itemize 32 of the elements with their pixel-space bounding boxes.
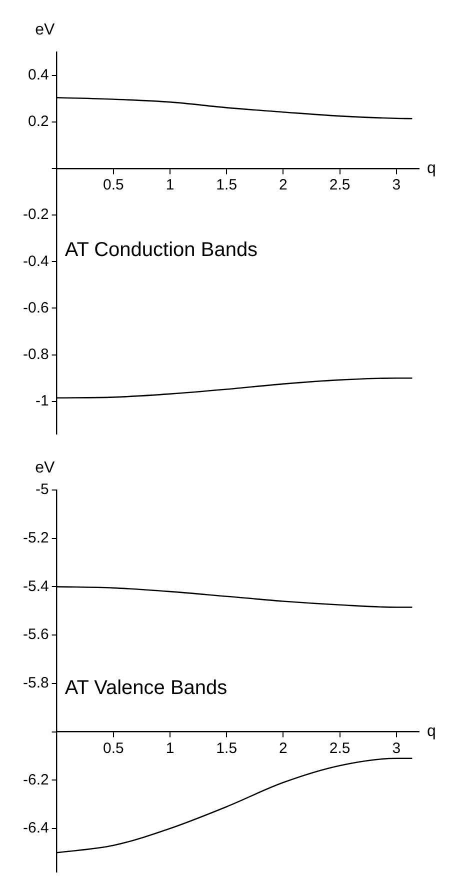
y-tick-label: -0.6 xyxy=(22,299,49,316)
y-tick-label: -0.4 xyxy=(22,252,49,270)
y-tick-label: -6.2 xyxy=(22,771,49,788)
y-tick-label: 0.2 xyxy=(28,113,49,130)
x-tick-label: 1.5 xyxy=(216,740,238,757)
x-tick-label: 3 xyxy=(392,176,401,194)
annotation: AT Valence Bands xyxy=(64,677,228,700)
x-tick-label: 2.5 xyxy=(329,740,350,757)
y-tick-label: -0.8 xyxy=(22,346,49,363)
y-tick-label: -5.6 xyxy=(22,626,49,644)
y-tick-label: -1 xyxy=(36,392,49,410)
x-tick-label: 1.5 xyxy=(216,176,238,194)
y-tick-label: -5 xyxy=(36,481,49,498)
x-tick-label: 1 xyxy=(166,176,174,194)
x-tick-label: 2.5 xyxy=(329,176,350,194)
x-tick-label: 0.5 xyxy=(103,176,124,194)
y-axis-title: eV xyxy=(35,459,55,476)
y-tick-label: -6.4 xyxy=(22,820,49,837)
x-tick-label: 3 xyxy=(392,740,401,757)
y-tick-label: 0.4 xyxy=(28,66,49,84)
x-tick-label: 1 xyxy=(166,740,174,757)
x-tick-label: 2 xyxy=(279,176,288,194)
x-tick-label: 2 xyxy=(279,740,288,757)
x-axis-title: q xyxy=(427,723,436,740)
x-tick-label: 0.5 xyxy=(103,740,124,757)
y-tick-label: -5.4 xyxy=(22,578,49,595)
y-axis-title: eV xyxy=(35,21,55,38)
annotation: AT Conduction Bands xyxy=(64,239,258,262)
y-tick-label: -5.8 xyxy=(22,674,49,692)
x-axis-title: q xyxy=(427,160,436,177)
y-tick-label: -5.2 xyxy=(22,529,49,546)
y-tick-label: -0.2 xyxy=(22,206,49,224)
